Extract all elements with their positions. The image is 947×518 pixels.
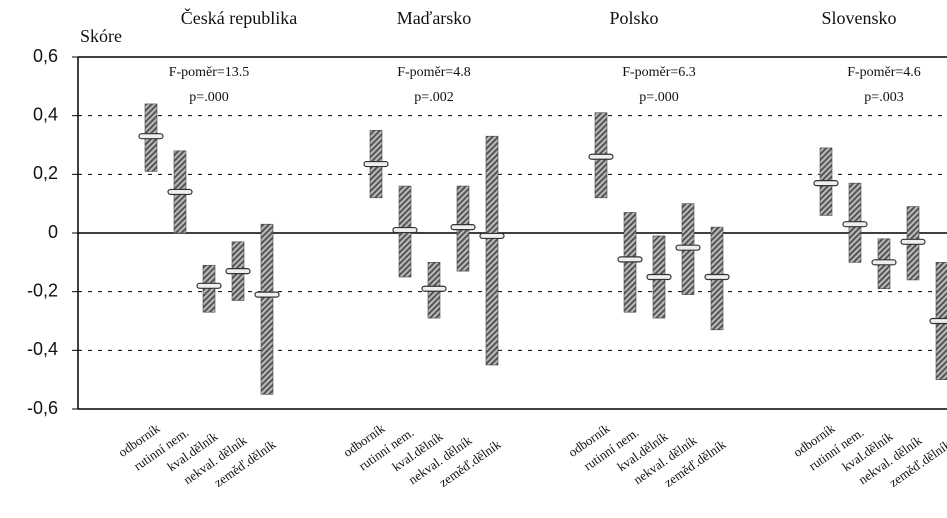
p-label: p=.000 (639, 90, 678, 105)
mean-mark (167, 188, 193, 196)
mean-mark (813, 180, 839, 187)
mean-mark (450, 224, 476, 231)
mean-mark (254, 291, 280, 298)
y-tick-label: -0,4 (27, 339, 58, 359)
interval-bar (485, 135, 499, 366)
y-tick-label: -0,6 (27, 398, 58, 418)
f-label: F-poměr=6.3 (622, 65, 696, 80)
p-label: p=.003 (864, 90, 903, 105)
mean-mark (138, 133, 164, 140)
y-tick-label: 0,6 (33, 46, 58, 66)
mean-mark (392, 226, 418, 234)
group-title: Maďarsko (397, 8, 472, 28)
f-label: F-poměr=4.6 (847, 65, 921, 80)
y-tick-label: 0,4 (33, 104, 58, 124)
mean-mark (871, 259, 897, 266)
f-label: F-poměr=13.5 (169, 65, 250, 80)
mean-mark (421, 285, 447, 292)
p-label: p=.002 (414, 90, 453, 105)
mean-mark (929, 317, 947, 325)
interval-bar (260, 223, 274, 395)
mean-mark (842, 221, 868, 228)
group-title: Polsko (609, 8, 658, 28)
mean-mark (617, 256, 643, 263)
mean-mark (363, 160, 389, 168)
mean-mark (479, 232, 505, 240)
p-label: p=.000 (189, 90, 228, 105)
mean-mark (675, 244, 701, 251)
y-tick-label: 0,2 (33, 163, 58, 183)
mean-mark (588, 153, 614, 160)
mean-mark (196, 282, 222, 289)
mean-mark (704, 273, 730, 281)
mean-mark (225, 268, 251, 275)
group-title: Česká republika (181, 7, 297, 28)
y-axis-label: Skóre (80, 26, 122, 46)
f-label: F-poměr=4.8 (397, 65, 471, 80)
y-tick-label: 0 (48, 222, 58, 242)
group-title: Slovensko (821, 8, 896, 28)
mean-mark (646, 273, 672, 281)
mean-mark (900, 238, 926, 245)
y-tick-label: -0,2 (27, 280, 58, 300)
